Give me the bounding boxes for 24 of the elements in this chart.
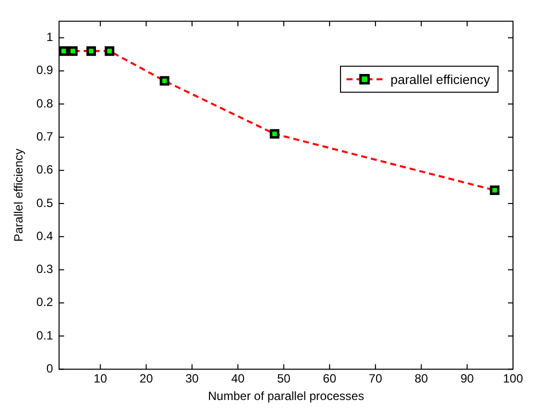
y-tick-label: 0.6 [36, 162, 54, 177]
x-tick-label: 80 [414, 372, 428, 386]
x-tick-label: 30 [185, 372, 200, 386]
y-tick-label: 0.5 [36, 196, 54, 210]
y-axis-title: Parallel efficiency [12, 148, 26, 242]
legend-label: parallel efficiency [390, 72, 490, 87]
x-tick-label: 60 [322, 372, 337, 386]
y-tick-label: 0.2 [36, 295, 54, 310]
x-tick-label: 20 [140, 372, 154, 386]
x-tick-label: 50 [277, 372, 291, 386]
y-tick-label: 0.3 [36, 262, 54, 276]
y-tick-label: 1 [46, 30, 54, 44]
x-tick-label: 40 [231, 372, 245, 386]
y-tick-label: 0.7 [36, 130, 54, 144]
x-tick-label: 100 [502, 372, 524, 386]
y-tick-label: 0.1 [36, 328, 54, 342]
y-tick-label: 0.4 [36, 228, 54, 243]
y-tick-label: 0.9 [36, 63, 54, 78]
y-tick-label: 0 [46, 362, 54, 376]
x-tick-label: 10 [94, 372, 108, 386]
x-tick-label: 70 [368, 372, 382, 386]
y-tick-label: 0.8 [36, 96, 54, 110]
x-tick-label: 90 [460, 372, 474, 386]
x-axis-title: Number of parallel processes [208, 389, 364, 404]
